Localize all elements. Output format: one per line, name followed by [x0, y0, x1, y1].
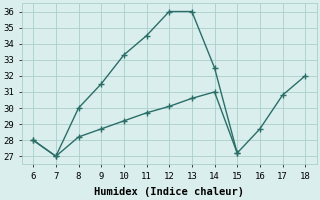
X-axis label: Humidex (Indice chaleur): Humidex (Indice chaleur) — [94, 186, 244, 197]
